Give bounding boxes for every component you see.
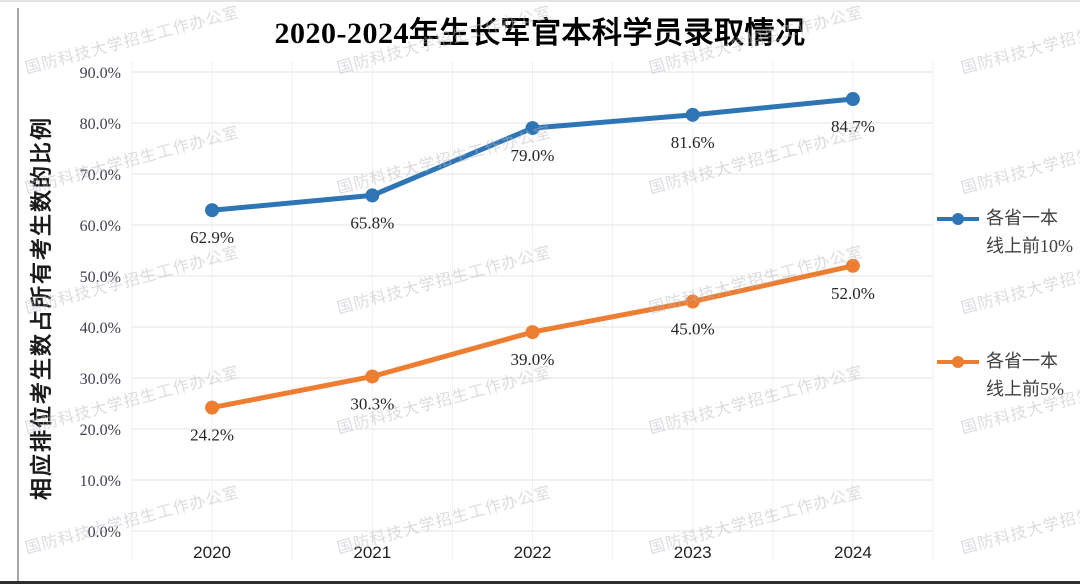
x-axis-tick-label: 2024 [834, 543, 872, 562]
y-axis-tick-label: 80.0% [80, 116, 121, 133]
legend-marker-blue-icon [937, 213, 979, 225]
data-point [525, 325, 540, 340]
y-axis-tick-label: 10.0% [80, 473, 121, 490]
data-point-label: 62.9% [190, 228, 234, 247]
data-point [685, 294, 700, 309]
bottom-border-line [0, 581, 1080, 584]
data-point [525, 121, 540, 136]
data-point-label: 39.0% [511, 350, 555, 369]
data-point-label: 84.7% [831, 117, 875, 136]
data-point-label: 81.6% [671, 133, 715, 152]
data-point [365, 369, 380, 384]
y-axis-tick-label: 70.0% [80, 167, 121, 184]
y-axis-tick-label: 90.0% [80, 65, 121, 82]
y-axis-tick-label: 40.0% [80, 320, 121, 337]
data-point-label: 45.0% [671, 320, 715, 339]
legend-label-top10-line2: 线上前10% [986, 236, 1073, 256]
legend-dot-blue [952, 213, 964, 225]
data-point [365, 188, 380, 203]
x-axis-tick-label: 2021 [353, 543, 391, 562]
legend-label-top5-line1: 各省一本 [986, 351, 1058, 371]
data-point [205, 400, 220, 415]
data-point-label: 30.3% [350, 394, 394, 413]
legend-label-top5-line2: 线上前5% [986, 379, 1064, 399]
y-axis-tick-label: 60.0% [80, 218, 121, 235]
data-point [685, 107, 700, 122]
data-point-label: 65.8% [350, 213, 394, 232]
legend-label-top10-line1: 各省一本 [986, 208, 1058, 228]
y-axis-tick-label: 0.0% [88, 524, 121, 541]
legend-item-top10: 各省一本 线上前10% [936, 204, 1073, 260]
y-axis-tick-label: 30.0% [80, 371, 121, 388]
data-point [845, 92, 860, 107]
x-axis-tick-label: 2023 [674, 543, 712, 562]
left-border-line [17, 8, 19, 581]
legend-label-top5: 各省一本 线上前5% [986, 347, 1064, 403]
legend-dot-orange [952, 356, 964, 368]
data-point-label: 52.0% [831, 284, 875, 303]
legend-item-top5: 各省一本 线上前5% [936, 347, 1064, 403]
x-axis-tick-label: 2020 [193, 543, 231, 562]
top-border-line [0, 0, 1080, 2]
legend-label-top10: 各省一本 线上前10% [986, 204, 1073, 260]
y-axis-tick-label: 20.0% [80, 422, 121, 439]
y-axis-tick-label: 50.0% [80, 269, 121, 286]
data-point [845, 258, 860, 273]
chart-title: 2020-2024年生长军官本科学员录取情况 [274, 17, 806, 50]
data-point [205, 203, 220, 218]
data-point-label: 79.0% [511, 146, 555, 165]
x-axis-tick-label: 2022 [514, 543, 552, 562]
data-point-label: 24.2% [190, 426, 234, 445]
legend-marker-orange-icon [937, 356, 979, 368]
